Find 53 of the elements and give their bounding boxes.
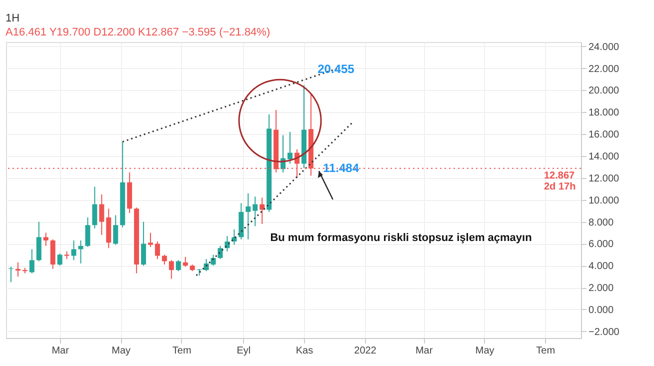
chart-subtitle: A16.461 Y19.700 D12.200 K12.867 −3.595 (−21.84%) bbox=[6, 26, 270, 38]
candlestick bbox=[99, 194, 104, 236]
y-tick-label: 6.000 bbox=[588, 239, 614, 250]
y-tick-label: 10.000 bbox=[588, 195, 620, 206]
y-tick-label: 8.000 bbox=[588, 217, 614, 228]
candlestick bbox=[36, 221, 42, 262]
x-tick-label: May bbox=[475, 346, 494, 356]
y-tick-label: 4.000 bbox=[588, 261, 614, 272]
candlestick bbox=[218, 245, 223, 260]
candlestick bbox=[176, 260, 181, 272]
x-tick-label: Tem bbox=[536, 346, 556, 356]
candlestick bbox=[162, 254, 167, 266]
candlestick bbox=[92, 186, 98, 229]
annotation: Bu mum formasyonu riskli stopsuz işlem açmayın bbox=[270, 232, 532, 244]
y-tick-label: 18.000 bbox=[588, 108, 620, 119]
candlestick bbox=[57, 253, 62, 266]
x-tick-label: May bbox=[112, 346, 131, 356]
y-tick-label: 2.000 bbox=[588, 283, 614, 294]
y-tick-label: 14.000 bbox=[588, 152, 620, 163]
ref-line-label: 12.867 2d 17h bbox=[544, 170, 576, 192]
y-tick-label: 24.000 bbox=[588, 42, 620, 53]
y-tick-label: −2.000 bbox=[588, 326, 620, 338]
y-tick-label: 20.000 bbox=[588, 86, 620, 97]
candlestick bbox=[148, 232, 153, 248]
x-tick-label: Mar bbox=[52, 346, 70, 356]
candlestick bbox=[246, 192, 251, 240]
y-tick-label: 22.000 bbox=[588, 64, 620, 75]
candlestick bbox=[78, 240, 84, 264]
candlestick bbox=[29, 248, 34, 274]
candlestick bbox=[141, 221, 146, 266]
x-tick-label: 2022 bbox=[354, 346, 377, 356]
annotation: 20.455 bbox=[318, 62, 355, 76]
annotation: 11.484 bbox=[322, 161, 360, 175]
candlestick bbox=[113, 214, 118, 246]
y-tick-label: 12.000 bbox=[588, 173, 620, 184]
candlestick bbox=[71, 240, 76, 261]
y-tick-label: 16.000 bbox=[588, 130, 620, 141]
x-tick-label: Eyl bbox=[236, 346, 251, 356]
candlestick bbox=[154, 241, 160, 260]
x-tick-label: Tem bbox=[172, 346, 192, 356]
candlestick bbox=[182, 256, 188, 268]
candlestick bbox=[168, 260, 174, 280]
candlestick bbox=[252, 196, 258, 227]
x-tick-label: Mar bbox=[415, 346, 434, 356]
x-tick-label: Kas bbox=[296, 346, 314, 356]
candlestick bbox=[288, 131, 293, 164]
candlestick bbox=[8, 266, 14, 283]
candlestick bbox=[85, 216, 90, 248]
candlestick bbox=[210, 254, 216, 266]
candlestick bbox=[43, 232, 48, 246]
chart-title: 1H bbox=[6, 12, 20, 24]
y-tick-label: 0.000 bbox=[588, 304, 614, 316]
candlestick bbox=[15, 262, 20, 278]
